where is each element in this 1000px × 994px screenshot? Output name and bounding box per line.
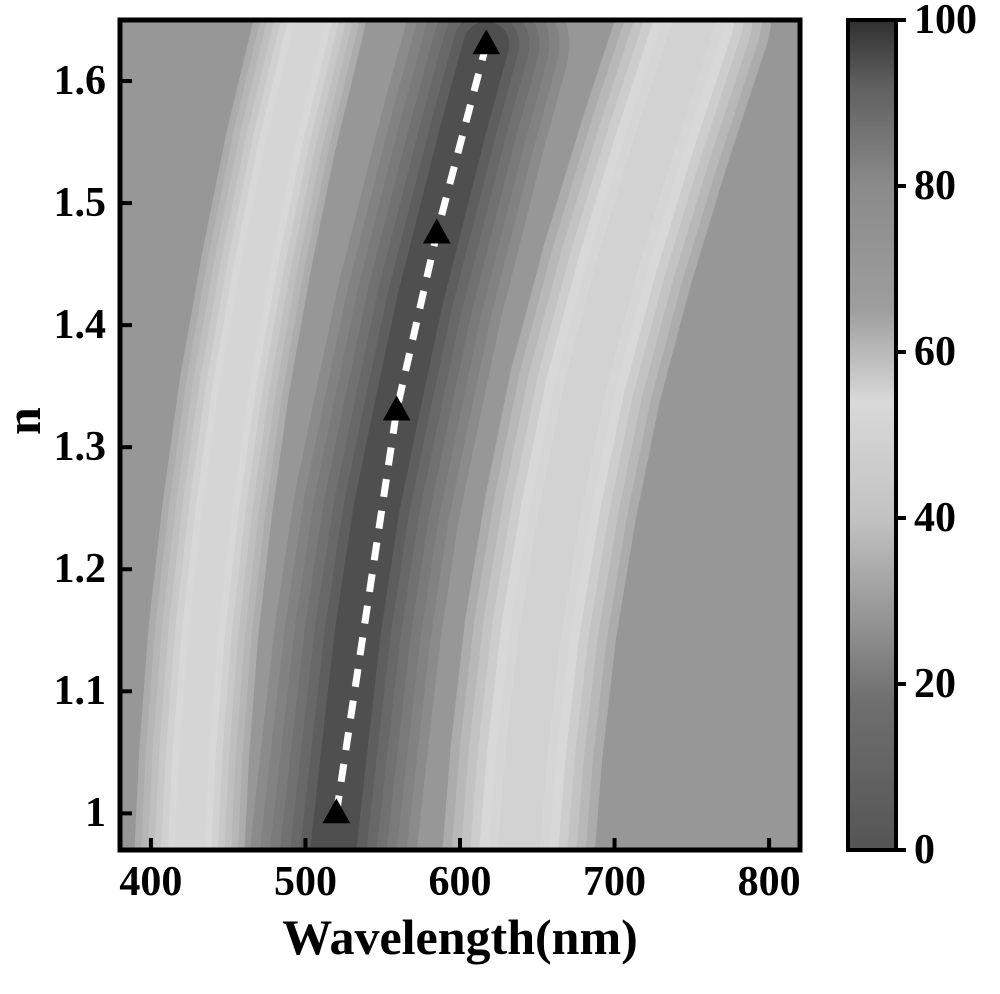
x-tick-label: 600 (429, 858, 492, 906)
x-tick-label: 400 (119, 858, 182, 906)
colorbar-tick-label: 20 (914, 660, 956, 708)
colorbar-tick-label: 0 (914, 826, 935, 874)
colorbar-tick-label: 60 (914, 328, 956, 376)
y-tick-label: 1.1 (54, 667, 107, 715)
y-tick-label: 1.6 (54, 57, 107, 105)
colorbar-gradient (848, 20, 896, 850)
colorbar (0, 0, 1000, 994)
y-tick-label: 1.4 (54, 301, 107, 349)
x-axis-label: Wavelength(nm) (282, 908, 638, 966)
x-tick-label: 700 (583, 858, 646, 906)
colorbar-tick-label: 80 (914, 162, 956, 210)
y-tick-label: 1.2 (54, 545, 107, 593)
x-tick-label: 500 (274, 858, 337, 906)
y-axis-label: n (0, 407, 52, 435)
figure-root: 400 500 600 700 800 1 1.1 1.2 1.3 1.4 1.5 1.6 0 20 40 6… (0, 0, 1000, 994)
x-tick-label: 800 (738, 858, 801, 906)
y-tick-label: 1.5 (54, 179, 107, 227)
colorbar-tick-label: 40 (914, 494, 956, 542)
y-tick-label: 1.3 (54, 423, 107, 471)
y-tick-label: 1 (85, 789, 106, 837)
colorbar-tick-label: 100 (914, 0, 977, 44)
